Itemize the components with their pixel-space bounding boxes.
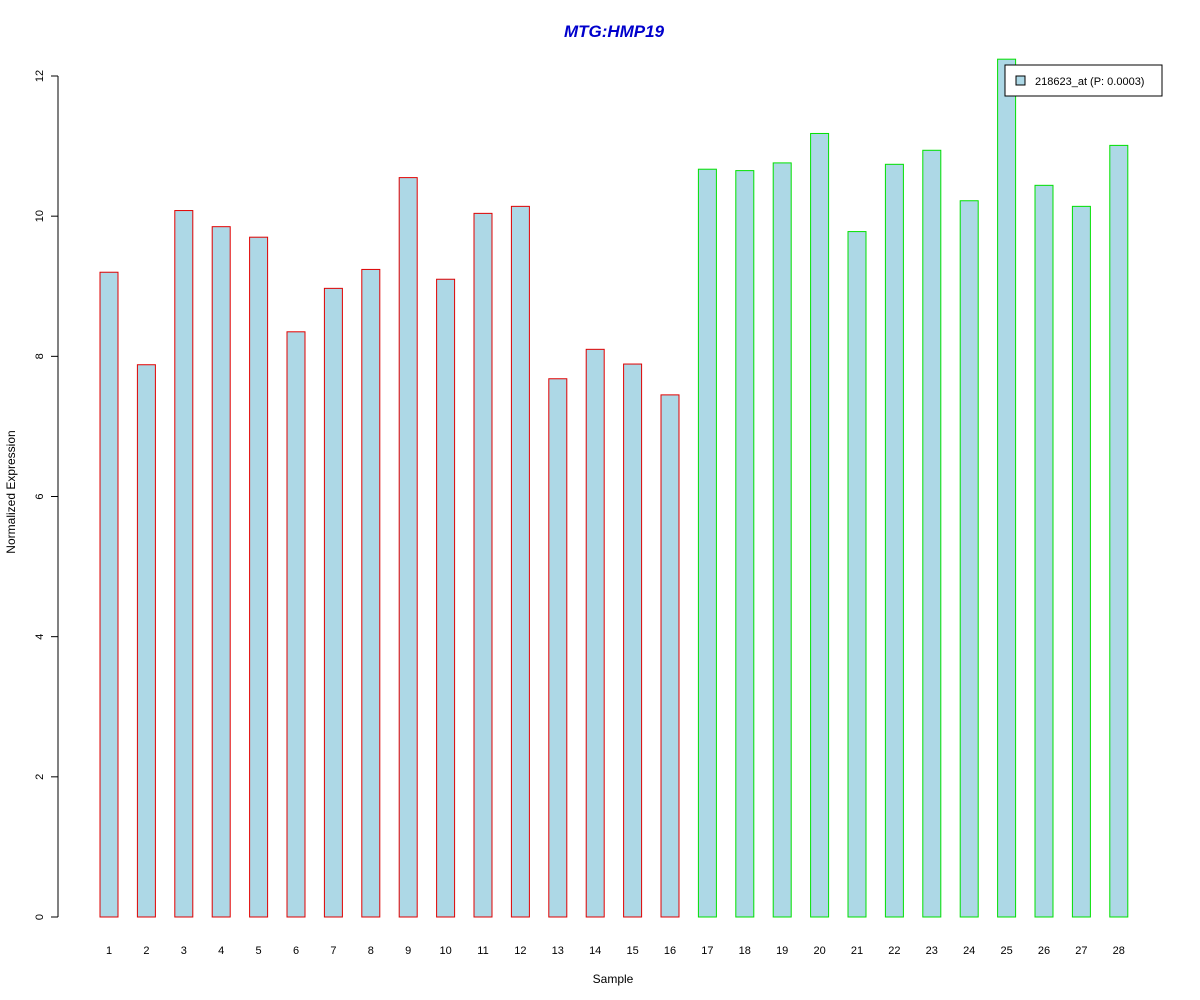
legend-swatch <box>1015 75 1026 86</box>
bar-sample-17 <box>697 168 717 918</box>
bar-sample-23 <box>922 149 942 918</box>
bar-sample-20 <box>810 132 830 918</box>
x-tick-label: 19 <box>776 945 788 957</box>
x-tick-label: 9 <box>405 945 411 957</box>
x-axis-label: Sample <box>593 972 634 986</box>
bar-sample-18 <box>735 170 755 918</box>
legend-box <box>1004 64 1163 97</box>
bar-sample-27 <box>1071 205 1091 918</box>
bar-sample-19 <box>772 162 792 918</box>
bar-sample-28 <box>1109 144 1129 918</box>
x-tick-label: 28 <box>1113 945 1125 957</box>
bar-sample-13 <box>548 378 568 918</box>
y-tick-label: 10 <box>34 210 46 222</box>
x-tick-label: 18 <box>739 945 751 957</box>
y-tick-label: 8 <box>34 353 46 359</box>
x-tick-label: 22 <box>888 945 900 957</box>
y-tick-label: 2 <box>34 774 46 780</box>
x-tick-label: 10 <box>439 945 451 957</box>
y-tick-label: 4 <box>34 634 46 640</box>
x-axis: 1 2 3 4 5 6 7 8 9 10 11 12 13 14 15 16 17 18 19 20 21 22 23 24 2… <box>106 945 1125 957</box>
bar-sample-25 <box>997 58 1017 918</box>
bar-sample-10 <box>436 278 456 918</box>
y-tick-label: 0 <box>34 914 46 920</box>
bar-sample-9 <box>398 177 418 918</box>
bar-sample-7 <box>323 287 343 918</box>
bar-sample-8 <box>361 268 381 918</box>
x-tick-label: 23 <box>926 945 938 957</box>
chart-title: MTG:HMP19 <box>564 22 665 41</box>
x-tick-label: 3 <box>181 945 187 957</box>
y-axis-label: Normalized Expression <box>4 430 18 553</box>
x-tick-label: 21 <box>851 945 863 957</box>
bar-sample-6 <box>286 331 306 918</box>
y-tick-label: 12 <box>34 70 46 82</box>
x-tick-label: 13 <box>552 945 564 957</box>
x-tick-label: 4 <box>218 945 224 957</box>
bar-sample-2 <box>136 364 156 918</box>
x-tick-label: 2 <box>143 945 149 957</box>
bar-sample-11 <box>473 212 493 918</box>
x-tick-label: 26 <box>1038 945 1050 957</box>
bar-sample-4 <box>211 226 231 918</box>
x-tick-label: 11 <box>477 945 488 957</box>
x-tick-label: 14 <box>589 945 601 957</box>
x-tick-label: 5 <box>256 945 262 957</box>
x-tick-label: 7 <box>330 945 336 957</box>
bar-sample-1 <box>99 271 119 918</box>
legend-label: 218623_at (P: 0.0003) <box>1035 76 1144 88</box>
x-tick-label: 25 <box>1000 945 1012 957</box>
bar-sample-12 <box>510 205 530 918</box>
legend: 218623_at (P: 0.0003) <box>1004 64 1163 97</box>
bar-sample-5 <box>249 236 269 918</box>
x-tick-label: 16 <box>664 945 676 957</box>
x-tick-label: 8 <box>368 945 374 957</box>
bar-sample-22 <box>884 163 904 918</box>
x-tick-label: 1 <box>106 945 112 957</box>
y-axis: 0 2 4 6 8 10 12 <box>34 70 59 920</box>
y-tick-label: 6 <box>34 493 46 499</box>
bar-sample-21 <box>847 231 867 918</box>
bars-group <box>99 58 1129 918</box>
x-tick-label: 17 <box>701 945 713 957</box>
x-tick-label: 24 <box>963 945 975 957</box>
x-tick-label: 15 <box>626 945 638 957</box>
bar-sample-14 <box>585 348 605 918</box>
bar-sample-15 <box>623 363 643 918</box>
bar-sample-3 <box>174 210 194 918</box>
x-tick-label: 6 <box>293 945 299 957</box>
bar-sample-26 <box>1034 184 1054 918</box>
x-tick-label: 20 <box>813 945 825 957</box>
x-tick-label: 12 <box>514 945 526 957</box>
bar-sample-24 <box>959 200 979 918</box>
bar-sample-16 <box>660 394 680 918</box>
x-tick-label: 27 <box>1075 945 1087 957</box>
